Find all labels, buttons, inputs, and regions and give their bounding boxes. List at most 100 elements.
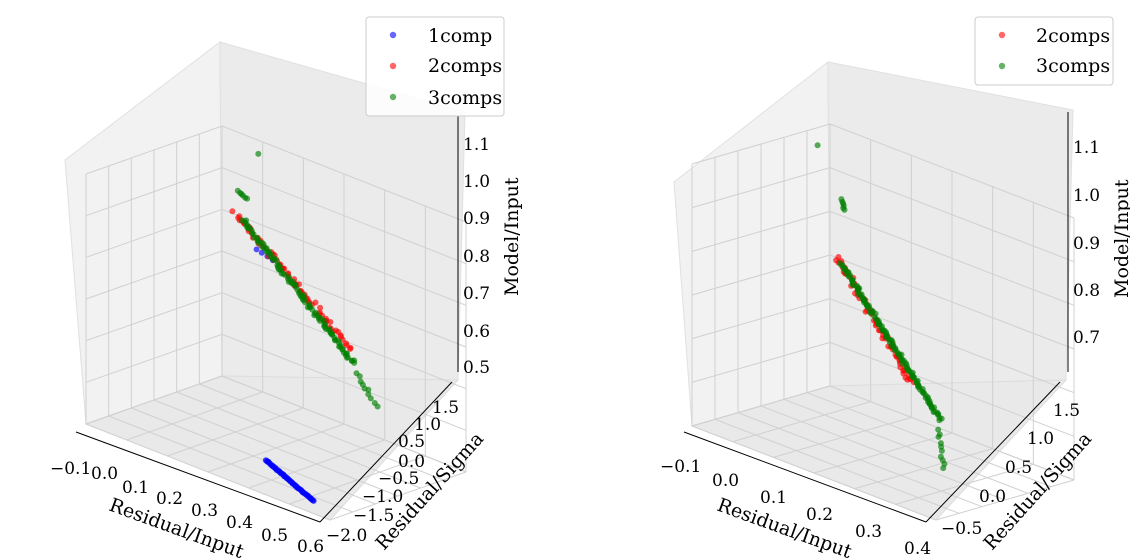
- data-point-3comps: [356, 373, 363, 380]
- y-tick-label: −2.0: [326, 526, 367, 546]
- y-tick-label: 1.5: [1053, 401, 1080, 421]
- x-tick-label: 0.4: [226, 513, 253, 533]
- data-point-3comps: [292, 284, 299, 290]
- legend-marker-2comps: [389, 62, 397, 70]
- z-tick-label: 0.7: [463, 284, 490, 304]
- y-tick-label: −1.5: [353, 506, 394, 526]
- gridline: [691, 123, 831, 165]
- legend: 2comps 3comps: [974, 16, 1114, 86]
- data-point-3comps: [374, 403, 381, 410]
- x-tick-label: −0.1: [50, 459, 91, 479]
- z-tick-label: 0.7: [1073, 328, 1100, 348]
- data-point-3comps: [365, 386, 372, 393]
- scatter-points: [229, 150, 381, 504]
- scatter-points: [814, 142, 948, 472]
- legend-marker-1comp: [389, 31, 397, 39]
- z-tick-label: 1.0: [463, 172, 490, 192]
- data-point-3comps: [940, 465, 947, 472]
- legend-label: 2comps: [428, 55, 502, 77]
- legend-box: [365, 16, 505, 117]
- z-tick-labels: 0.5 0.6 0.7 0.8 0.9 1.0 1.1: [463, 135, 490, 378]
- z-tick-labels: 0.7 0.8 0.9 1.0 1.1: [1073, 138, 1100, 348]
- data-point-3comps: [935, 426, 942, 433]
- left-pane-back: [64, 40, 223, 425]
- gridline: [221, 375, 467, 473]
- legend-label: 3comps: [428, 87, 502, 109]
- subplot-right: −0.1 0.0 0.1 0.2 0.3 0.4 Residual/Input …: [660, 16, 1130, 558]
- data-point-1comp: [253, 246, 260, 253]
- x-tick-label: 0.5: [261, 526, 288, 546]
- right-pane-back: [827, 61, 1074, 387]
- data-point-1comp: [310, 497, 317, 504]
- legend-marker-3comps: [389, 93, 397, 101]
- y-tick-label: 0.5: [1005, 458, 1032, 478]
- x-tick-label: 0.2: [806, 505, 833, 525]
- x-axis-line: [683, 431, 927, 523]
- x-tick-label: 0.1: [122, 478, 149, 498]
- gridline: [199, 383, 444, 481]
- y-tick-label: 0.0: [979, 487, 1006, 507]
- data-point-3comps: [351, 359, 358, 366]
- gridline: [221, 125, 467, 223]
- legend: 1comp 2comps 3comps: [365, 16, 505, 117]
- y-tick-label: −0.5: [941, 519, 982, 539]
- gridline: [221, 167, 467, 265]
- legend-marker-2comps: [998, 31, 1006, 39]
- y-tick-label: 0.5: [398, 432, 425, 452]
- data-point-3comps: [814, 142, 821, 149]
- data-point-1comp: [258, 249, 265, 256]
- x-tick-label: −0.1: [660, 457, 701, 477]
- y-tick-labels: −0.5 0.0 0.5 1.0 1.5: [941, 401, 1080, 539]
- data-point-3comps: [367, 395, 374, 402]
- y-tick-label: 1.0: [414, 415, 441, 435]
- legend-label: 1comp: [428, 25, 492, 47]
- legend-marker-3comps: [998, 62, 1006, 70]
- y-tick-label: −1.0: [362, 487, 403, 507]
- data-point-3comps: [244, 195, 251, 202]
- z-tick-label: 0.9: [1073, 234, 1100, 254]
- z-tick-label: 1.0: [1073, 186, 1100, 206]
- x-tick-label: 0.2: [156, 489, 183, 509]
- x-tick-label: 0.0: [712, 471, 739, 491]
- x-tick-labels: −0.1 0.0 0.1 0.2 0.3 0.4: [660, 457, 931, 558]
- x-tick-label: 0.1: [760, 488, 787, 508]
- z-axis-title: Model/Input: [1111, 179, 1130, 298]
- gridline: [829, 385, 1075, 481]
- y-axis-line: [319, 381, 453, 523]
- x-tick-label: 0.6: [297, 537, 324, 557]
- x-tick-label: 0.4: [904, 539, 931, 558]
- x-tick-label: 0.0: [91, 464, 118, 484]
- subplot-left: −0.1 0.0 0.1 0.2 0.3 0.4 0.5 0.6 Residua…: [50, 16, 523, 558]
- legend-box: [974, 16, 1114, 86]
- x-tick-label: 0.3: [191, 501, 218, 521]
- legend-label: 2comps: [1036, 25, 1110, 47]
- data-point-2comps: [229, 208, 236, 215]
- y-tick-labels: −2.0 −1.5 −1.0 −0.5 0.0 0.5 1.0 1.5: [326, 398, 459, 546]
- data-point-3comps: [344, 354, 351, 361]
- data-point-2comps: [347, 345, 354, 352]
- data-point-3comps: [935, 433, 942, 440]
- y-tick-label: 0.0: [398, 452, 425, 472]
- x-tick-label: 0.3: [855, 522, 882, 542]
- z-tick-label: 0.8: [1073, 281, 1100, 301]
- gridline: [935, 479, 1075, 521]
- y-tick-label: 1.0: [1027, 429, 1054, 449]
- gridline: [329, 471, 467, 521]
- data-point-2comps: [862, 308, 869, 315]
- y-tick-label: 1.5: [432, 398, 459, 418]
- z-tick-label: 1.1: [463, 135, 490, 155]
- legend-label: 3comps: [1036, 55, 1110, 77]
- z-tick-label: 0.9: [463, 209, 490, 229]
- x-tick-labels: −0.1 0.0 0.1 0.2 0.3 0.4 0.5 0.6: [50, 459, 324, 557]
- gridline: [691, 167, 831, 209]
- data-point-3comps: [936, 417, 943, 424]
- z-tick-label: 0.6: [463, 322, 490, 342]
- y-tick-label: −0.5: [378, 469, 419, 489]
- gridline: [85, 125, 223, 175]
- data-point-3comps: [841, 206, 848, 213]
- z-tick-label: 0.8: [463, 247, 490, 267]
- data-point-2comps: [317, 304, 324, 311]
- data-point-2comps: [327, 319, 334, 325]
- x-axis-line: [75, 431, 321, 523]
